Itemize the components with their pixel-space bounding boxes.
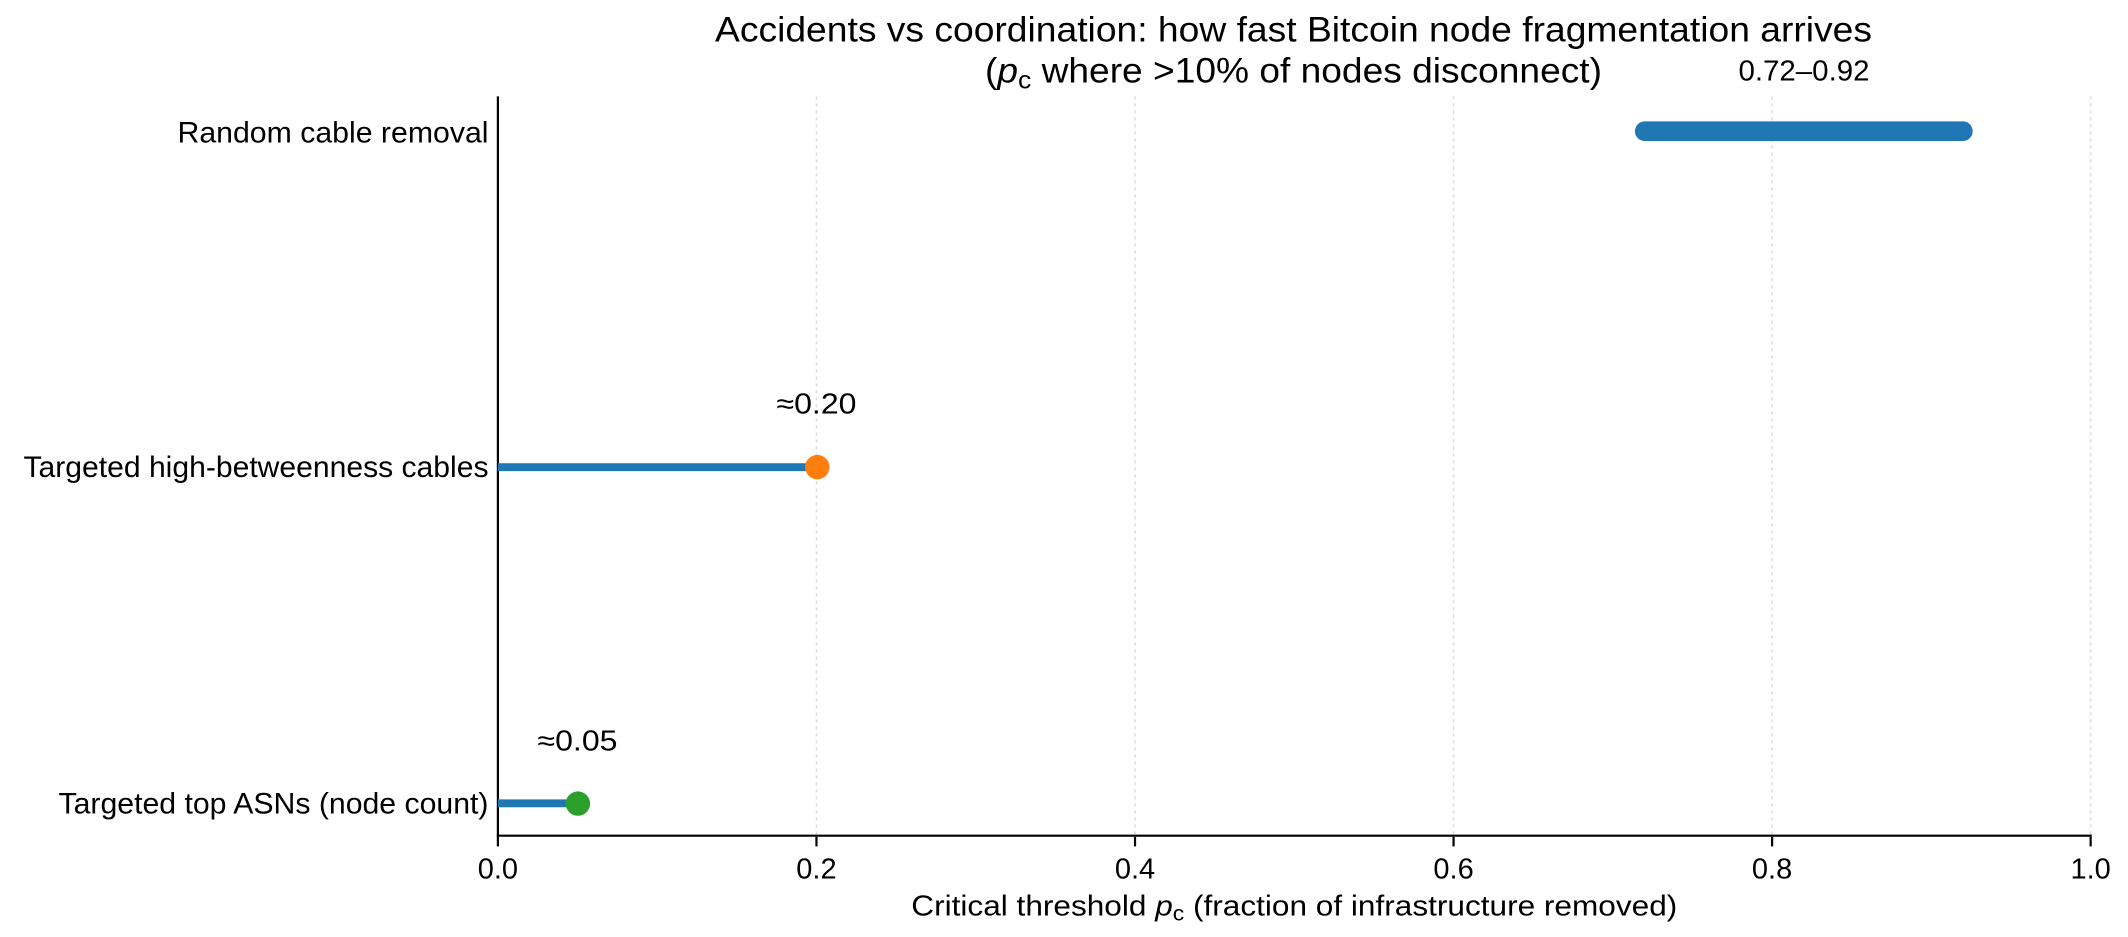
svg-text:≈0.05: ≈0.05 [538,725,618,757]
svg-text:0.8: 0.8 [1752,853,1792,885]
svg-text:(pc where >10% of nodes discon: (pc where >10% of nodes disconnect) [985,52,1602,95]
svg-text:1.0: 1.0 [2070,853,2110,885]
svg-text:Targeted high-betweenness cabl: Targeted high-betweenness cables [24,451,489,484]
svg-text:0.72–0.92: 0.72–0.92 [1739,55,1870,87]
svg-text:Random cable removal: Random cable removal [178,117,489,150]
svg-text:0.0: 0.0 [478,853,518,885]
svg-text:Targeted top ASNs (node count): Targeted top ASNs (node count) [59,787,489,820]
svg-text:Critical threshold pc (fractio: Critical threshold pc (fraction of infra… [911,890,1677,925]
svg-text:≈0.20: ≈0.20 [777,389,857,421]
svg-text:0.2: 0.2 [796,853,836,885]
svg-text:0.6: 0.6 [1433,853,1473,885]
svg-text:Accidents vs coordination: how: Accidents vs coordination: how fast Bitc… [715,11,1872,50]
svg-text:0.4: 0.4 [1115,853,1155,885]
